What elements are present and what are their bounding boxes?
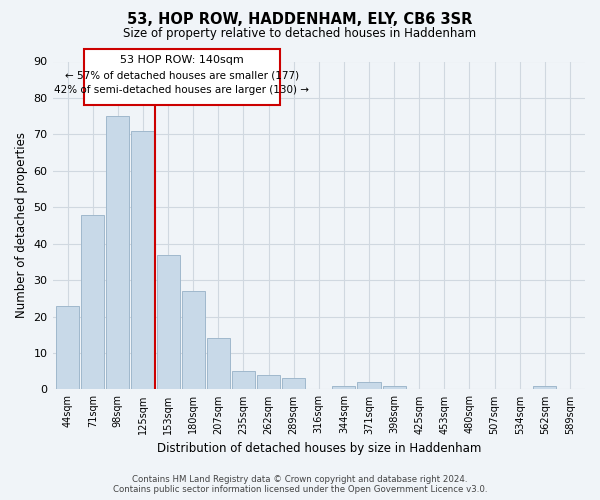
Text: Size of property relative to detached houses in Haddenham: Size of property relative to detached ho… (124, 28, 476, 40)
Bar (157, 254, 179, 390)
Text: ← 57% of detached houses are smaller (177): ← 57% of detached houses are smaller (17… (65, 70, 299, 81)
Bar (282, 378, 305, 390)
Bar (131, 130, 155, 390)
Bar (332, 386, 355, 390)
Bar (257, 375, 280, 390)
Bar (358, 382, 380, 390)
Bar (81, 214, 104, 390)
Text: 53, HOP ROW, HADDENHAM, ELY, CB6 3SR: 53, HOP ROW, HADDENHAM, ELY, CB6 3SR (127, 12, 473, 28)
Bar (383, 386, 406, 390)
Bar (533, 386, 556, 390)
Y-axis label: Number of detached properties: Number of detached properties (15, 132, 28, 318)
Bar (232, 371, 255, 390)
Bar (106, 116, 130, 390)
Bar (182, 291, 205, 390)
Text: 42% of semi-detached houses are larger (130) →: 42% of semi-detached houses are larger (… (55, 85, 310, 95)
X-axis label: Distribution of detached houses by size in Haddenham: Distribution of detached houses by size … (157, 442, 481, 455)
Text: 53 HOP ROW: 140sqm: 53 HOP ROW: 140sqm (120, 55, 244, 65)
Bar (207, 338, 230, 390)
Text: Contains HM Land Registry data © Crown copyright and database right 2024.
Contai: Contains HM Land Registry data © Crown c… (113, 474, 487, 494)
FancyBboxPatch shape (84, 48, 280, 105)
Bar (56, 306, 79, 390)
